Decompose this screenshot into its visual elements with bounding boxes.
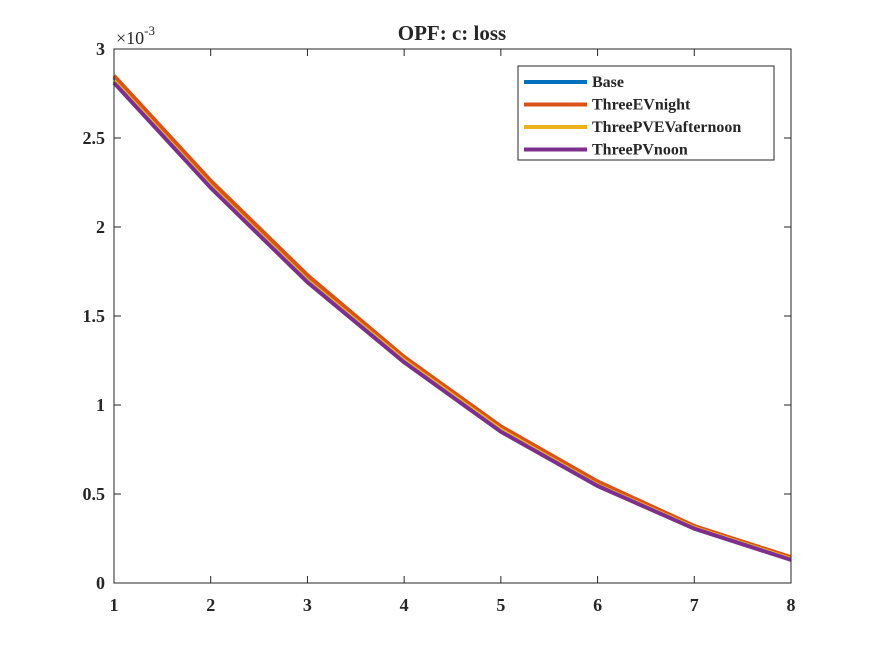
x-tick-label: 4 — [400, 595, 409, 615]
x-tick-label: 1 — [110, 595, 119, 615]
chart-title: OPF: c: loss — [398, 21, 506, 45]
y-axis-exponent-power: -3 — [144, 23, 155, 38]
y-tick-label: 0.5 — [83, 484, 106, 504]
y-tick-label: 3 — [96, 39, 105, 59]
x-tick-label: 5 — [496, 595, 505, 615]
series-line-threepvnoon — [112, 81, 792, 562]
y-tick-label: 1.5 — [83, 306, 106, 326]
y-tick-label: 1 — [96, 395, 105, 415]
x-tick-label: 6 — [593, 595, 602, 615]
legend-label-threepvnoon: ThreePVnoon — [592, 142, 688, 159]
y-axis-exponent-base: ×10 — [116, 28, 144, 48]
y-tick-label: 0 — [96, 573, 105, 593]
legend-label-threeevnight: ThreeEVnight — [592, 97, 691, 114]
x-tick-label: 2 — [206, 595, 215, 615]
y-tick-label: 2.5 — [83, 128, 106, 148]
x-tick-label: 7 — [690, 595, 699, 615]
x-tick-label: 3 — [303, 595, 312, 615]
series-layer — [112, 74, 792, 562]
y-tick-label: 2 — [96, 217, 105, 237]
legend: Base ThreeEVnight ThreePVEVafternoon ThreeP… — [517, 65, 775, 161]
legend-label-base: Base — [592, 74, 624, 91]
y-axis-exponent: ×10-3 — [116, 23, 155, 48]
y-axis-ticks: 0 0.5 1 1.5 2 2.5 3 — [83, 39, 791, 593]
x-axis-ticks: 1 2 3 4 5 6 7 8 — [110, 49, 796, 615]
legend-label-threepvevafternoon: ThreePVEVafternoon — [592, 119, 741, 136]
x-tick-label: 8 — [787, 595, 796, 615]
